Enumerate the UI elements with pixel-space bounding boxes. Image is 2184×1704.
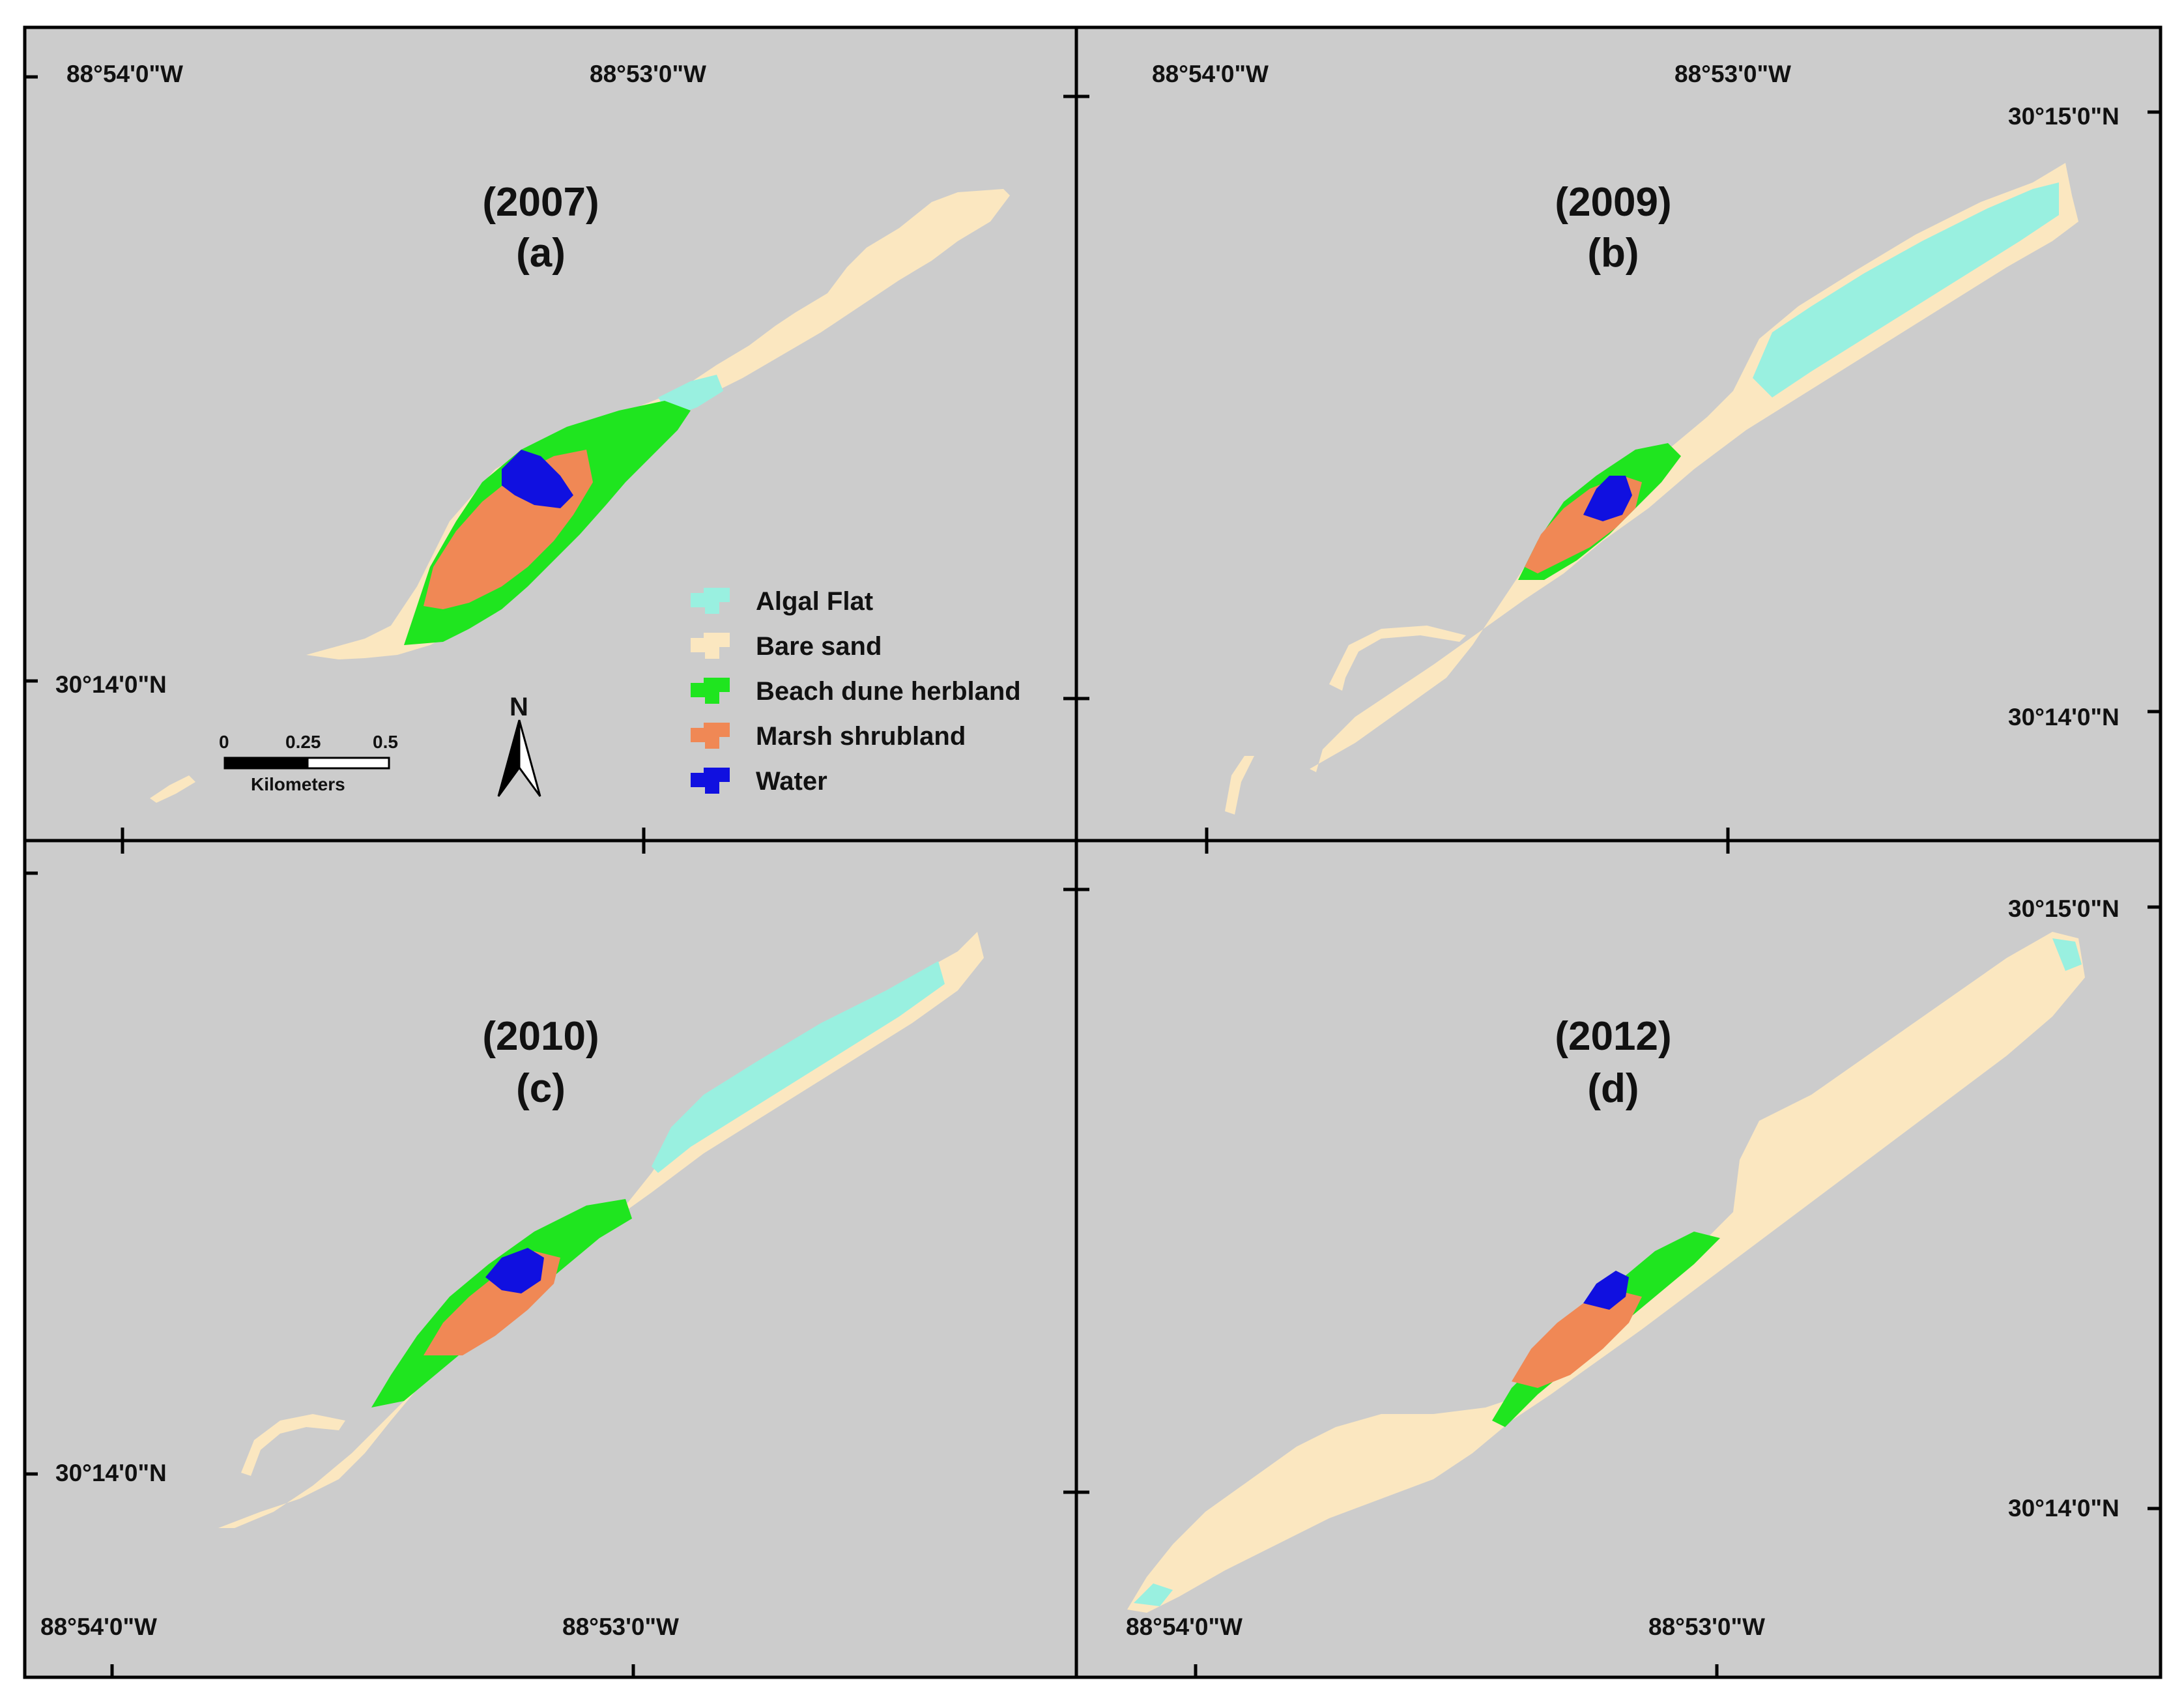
water-area bbox=[1583, 476, 1632, 521]
legend-swatch-marsh-shrubland bbox=[691, 723, 730, 749]
bare-sand-spit bbox=[1225, 756, 1254, 815]
legend-label-marsh-shrubland: Marsh shrubland bbox=[756, 722, 966, 751]
panel-d-letter: (d) bbox=[1587, 1066, 1639, 1111]
bare-sand-area bbox=[1127, 932, 2085, 1613]
panel-a-lat-label: 30°14'0"N bbox=[55, 671, 167, 698]
panel-c-island bbox=[218, 932, 984, 1528]
north-arrow-icon bbox=[497, 719, 541, 797]
scale-tick-0-5: 0.5 bbox=[373, 732, 398, 752]
panel-b-lon-label-2: 88°53'0"W bbox=[1674, 61, 1791, 87]
algal-flat-area bbox=[652, 961, 945, 1173]
legend-label-beach-dune-herbland: Beach dune herbland bbox=[756, 677, 1021, 706]
panel-c-letter: (c) bbox=[516, 1066, 566, 1111]
north-arrow-label: N bbox=[510, 693, 528, 721]
bare-sand-spit bbox=[150, 775, 195, 803]
graticule-ticks bbox=[25, 75, 2161, 1677]
panel-b-lat-label-2: 30°14'0"N bbox=[2008, 704, 2119, 730]
map-background bbox=[25, 27, 2161, 1677]
algal-flat-area-ne bbox=[2052, 938, 2082, 971]
legend-label-algal-flat: Algal Flat bbox=[756, 587, 874, 616]
legend-label-bare-sand: Bare sand bbox=[756, 632, 882, 661]
panel-d-lat-label-2: 30°14'0"N bbox=[2008, 1495, 2119, 1522]
panel-b-year: (2009) bbox=[1555, 180, 1672, 225]
panel-d-lon-label-2: 88°53'0"W bbox=[1648, 1613, 1765, 1640]
panel-c-lon-label-2: 88°53'0"W bbox=[562, 1613, 679, 1640]
panel-d-year: (2012) bbox=[1555, 1014, 1672, 1059]
panel-b-lat-label-1: 30°15'0"N bbox=[2008, 103, 2119, 130]
scale-tick-0-25: 0.25 bbox=[285, 732, 321, 752]
legend-swatch-beach-dune-herbland bbox=[691, 678, 730, 704]
water-area bbox=[1583, 1271, 1629, 1310]
panel-c-year: (2010) bbox=[482, 1014, 599, 1059]
panel-a-island bbox=[150, 189, 1010, 803]
scale-bar-white-segment bbox=[306, 757, 390, 770]
map-frame bbox=[23, 25, 2162, 1679]
bare-sand-hook bbox=[1329, 626, 1466, 691]
panel-d-lon-label-1: 88°54'0"W bbox=[1126, 1613, 1243, 1640]
scale-tick-0: 0 bbox=[219, 732, 229, 752]
bare-sand-hook bbox=[241, 1414, 345, 1476]
panel-c-lat-label: 30°14'0"N bbox=[55, 1460, 167, 1486]
panel-a-lon-label-2: 88°53'0"W bbox=[590, 61, 706, 87]
legend-swatch-bare-sand bbox=[691, 633, 730, 659]
panel-b-lon-label-1: 88°54'0"W bbox=[1152, 61, 1269, 87]
scale-unit-label: Kilometers bbox=[251, 774, 345, 794]
legend-swatch-algal-flat bbox=[691, 588, 730, 614]
panel-b-letter: (b) bbox=[1587, 231, 1639, 276]
panel-a-lon-label-1: 88°54'0"W bbox=[66, 61, 183, 87]
algal-flat-area bbox=[1134, 1583, 1173, 1606]
panel-a-year: (2007) bbox=[482, 180, 599, 225]
panel-d-island bbox=[1127, 932, 2085, 1613]
marsh-shrubland-area bbox=[1512, 1290, 1642, 1388]
water-area bbox=[485, 1248, 544, 1293]
panel-d-lat-label-1: 30°15'0"N bbox=[2008, 895, 2119, 922]
legend-swatch-water bbox=[691, 768, 730, 794]
panel-b-island bbox=[1225, 163, 2078, 815]
panel-a-letter: (a) bbox=[516, 231, 566, 276]
scale-bar bbox=[223, 757, 390, 770]
legend-swatches bbox=[691, 588, 730, 794]
scale-bar-black-segment bbox=[223, 757, 309, 770]
water-area bbox=[502, 450, 573, 508]
panel-c-lon-label-1: 88°54'0"W bbox=[40, 1613, 157, 1640]
algal-flat-area bbox=[1753, 182, 2059, 397]
legend-label-water: Water bbox=[756, 767, 827, 796]
